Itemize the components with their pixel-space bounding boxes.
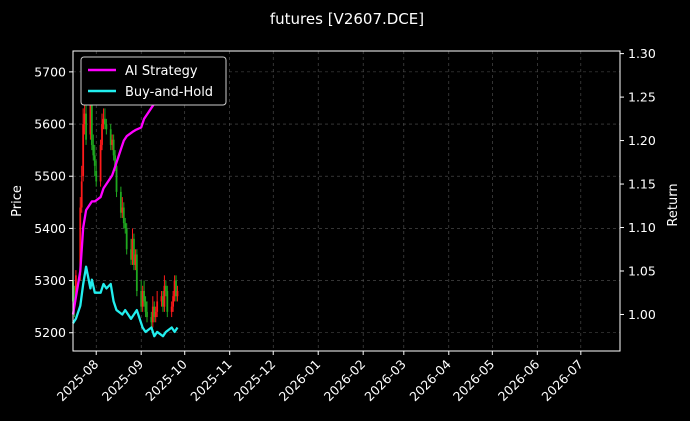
candle-body	[170, 306, 173, 312]
candle-body	[131, 238, 134, 260]
legend-box	[80, 56, 227, 106]
candle-body	[134, 254, 137, 265]
candle-body	[163, 285, 166, 307]
candle-body	[112, 139, 115, 156]
candle-body	[90, 103, 93, 145]
y2-tick-label: 1.25	[628, 90, 656, 105]
y-tick-label: 5300	[34, 273, 66, 288]
y2-axis-label: Return	[666, 183, 681, 226]
chart-title: futures [V2607.DCE]	[270, 10, 424, 28]
y-tick-label: 5200	[34, 325, 66, 340]
candle-body	[166, 291, 169, 312]
y-tick-label: 5700	[34, 64, 66, 79]
candle-body	[111, 139, 114, 145]
candle-body	[89, 103, 92, 135]
candle-body	[105, 124, 108, 130]
candle-body	[79, 207, 82, 276]
y-axis-label: Price	[10, 185, 25, 217]
candle-body	[141, 291, 144, 307]
candle-body	[140, 291, 143, 307]
y2-tick-label: 1.00	[628, 307, 656, 322]
candle-body	[150, 317, 153, 323]
candle-body	[80, 181, 83, 208]
candle-body	[125, 228, 128, 250]
candle-body	[153, 306, 156, 318]
y2-tick-label: 1.10	[628, 220, 656, 235]
y2-tick-label: 1.15	[628, 177, 656, 192]
candle-body	[114, 155, 116, 166]
candle-body	[95, 171, 98, 182]
candle-body	[151, 306, 154, 323]
y-tick-label: 5500	[34, 169, 66, 184]
candle-body	[130, 249, 132, 260]
candle-body	[175, 280, 177, 297]
candle-body	[121, 207, 124, 213]
candle-body	[85, 113, 87, 140]
candle-body	[135, 254, 138, 291]
candle-body	[75, 275, 77, 297]
candle-body	[122, 207, 125, 224]
candle-body	[176, 291, 179, 297]
series-line-buy-and-hold	[72, 265, 179, 338]
candle-body	[115, 165, 118, 192]
candle-body	[104, 118, 106, 125]
legend: AI Strategy Buy-and-Hold	[80, 56, 227, 106]
candle-body	[156, 301, 159, 312]
candle-body	[82, 124, 85, 177]
y-tick-label: 5400	[34, 221, 66, 236]
y2-tick-label: 1.05	[628, 264, 656, 279]
candle-body	[173, 280, 176, 297]
candle-body	[119, 191, 122, 213]
candle-body	[83, 113, 86, 125]
plot-frame	[72, 50, 621, 352]
y2-tick-label: 1.20	[628, 133, 656, 148]
candle-body	[146, 311, 148, 318]
candle-body	[102, 118, 105, 125]
candle-body	[172, 296, 175, 307]
candle-body	[93, 155, 96, 166]
candle-body	[164, 285, 167, 291]
candle-body	[124, 223, 127, 229]
candle-body	[92, 144, 95, 156]
candle-body	[143, 291, 145, 302]
candle-body	[154, 311, 157, 318]
candle-body	[101, 124, 103, 145]
y-axis-left: 5200 5300 5400 5500 5600 5700	[34, 64, 73, 340]
y-tick-label: 5600	[34, 117, 66, 132]
candle-body	[162, 296, 164, 307]
y-axis-right: 1.00 1.05 1.10 1.15 1.20 1.25 1.30	[620, 46, 656, 322]
candle-body	[133, 238, 135, 265]
candle-body	[109, 129, 112, 145]
candle-body	[160, 296, 163, 302]
y2-tick-label: 1.30	[628, 46, 656, 61]
legend-label-ai-strategy: AI Strategy	[125, 64, 198, 79]
candle-body	[144, 301, 147, 312]
candle-body	[99, 144, 102, 182]
legend-label-buy-and-hold: Buy-and-Hold	[125, 85, 213, 100]
